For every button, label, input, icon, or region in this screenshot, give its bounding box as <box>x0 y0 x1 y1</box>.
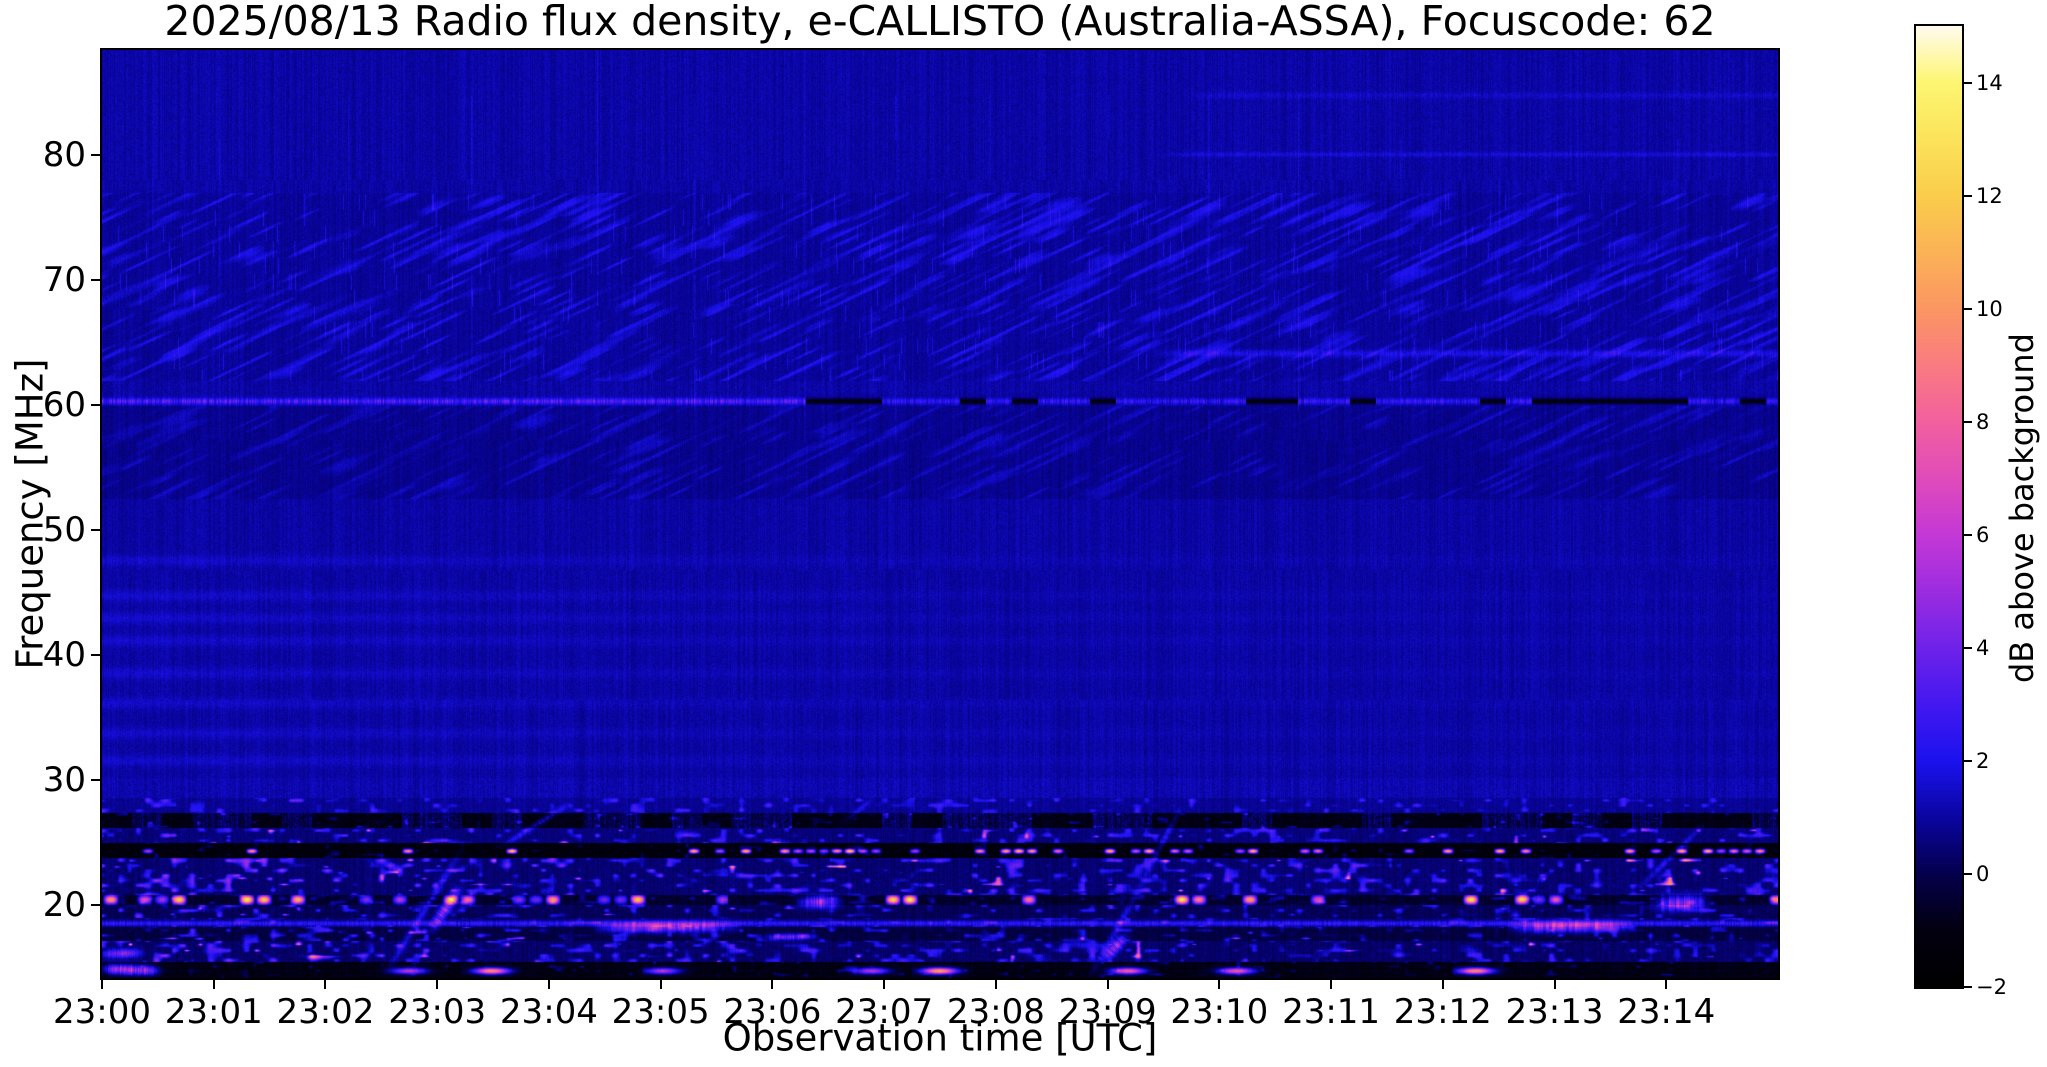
x-tick-label: 23:07 <box>835 992 934 1032</box>
y-tick-label: 60 <box>42 385 86 426</box>
y-tick <box>91 904 102 907</box>
y-tick <box>91 279 102 282</box>
x-tick-label: 23:08 <box>946 992 1045 1032</box>
x-tick-label: 23:02 <box>276 992 375 1032</box>
colorbar-tick <box>1962 194 1972 197</box>
x-tick <box>659 978 662 989</box>
plot-area: 23:00 23:01 23:02 23:03 23:04 23:05 23:06 23:07… <box>43 48 1780 1032</box>
y-tick-label: 30 <box>42 760 86 801</box>
y-tick <box>91 404 102 407</box>
x-tick <box>883 978 886 989</box>
colorbar-tick-label: 12 <box>1976 183 2003 208</box>
x-tick <box>1330 978 1333 989</box>
x-tick <box>771 978 774 989</box>
colorbar-tick-label: 4 <box>1976 635 1990 660</box>
x-tick-label: 23:05 <box>611 992 710 1032</box>
colorbar-tick <box>1962 420 1972 423</box>
colorbar-label: dB above background <box>2003 333 2041 683</box>
colorbar-tick <box>1962 986 1972 988</box>
spectrogram-canvas <box>102 50 1778 978</box>
x-tick-label: 23:12 <box>1393 992 1492 1032</box>
x-tick-label: 23:10 <box>1170 992 1269 1032</box>
y-tick <box>91 154 102 157</box>
colorbar-tick-label: 8 <box>1976 409 1990 434</box>
x-tick <box>1441 978 1444 989</box>
x-tick <box>324 978 327 989</box>
y-tick <box>91 654 102 657</box>
colorbar-tick-label: 10 <box>1976 296 2003 321</box>
x-tick-label: 23:04 <box>499 992 598 1032</box>
x-tick <box>1106 978 1109 989</box>
y-tick-label: 40 <box>42 635 86 676</box>
x-tick <box>101 978 103 989</box>
x-tick <box>547 978 550 989</box>
colorbar-tick-label: 0 <box>1976 861 1990 886</box>
colorbar: 14 12 10 8 6 4 2 0 −2 <box>1914 24 2007 999</box>
y-tick <box>91 779 102 782</box>
colorbar-tick <box>1962 646 1972 649</box>
x-tick <box>1218 978 1221 989</box>
x-tick-label: 23:03 <box>388 992 487 1032</box>
chart-title: 2025/08/13 Radio flux density, e-CALLIST… <box>164 0 1716 45</box>
colorbar-tick <box>1962 759 1972 762</box>
x-tick-label: 23:00 <box>53 992 151 1032</box>
colorbar-tick-label: 2 <box>1976 748 1990 773</box>
x-tick <box>436 978 439 989</box>
y-tick-label: 70 <box>42 260 86 301</box>
x-tick <box>1665 978 1668 989</box>
colorbar-tick-label: −2 <box>1976 975 2007 999</box>
colorbar-tick <box>1962 872 1972 875</box>
y-tick-label: 20 <box>42 885 86 926</box>
x-tick-label: 23:14 <box>1617 992 1716 1032</box>
x-tick-label: 23:11 <box>1282 992 1381 1032</box>
y-tick-label: 80 <box>42 135 86 176</box>
x-tick <box>212 978 215 989</box>
x-tick <box>1553 978 1556 989</box>
colorbar-tick-label: 14 <box>1976 70 2003 95</box>
x-axis-label: Observation time [UTC] <box>722 1016 1158 1060</box>
colorbar-tick <box>1962 533 1972 536</box>
x-tick-label: 23:01 <box>164 992 263 1032</box>
x-tick-label: 23:13 <box>1505 992 1604 1032</box>
colorbar-tick-label: 6 <box>1976 522 1990 547</box>
y-tick <box>91 529 102 532</box>
x-tick <box>994 978 997 989</box>
colorbar-tick <box>1962 81 1972 84</box>
y-tick-label: 50 <box>42 510 86 551</box>
x-tick-label: 23:06 <box>723 992 822 1032</box>
colorbar-gradient <box>1916 26 1962 987</box>
colorbar-tick <box>1962 307 1972 310</box>
x-tick-label: 23:09 <box>1058 992 1157 1032</box>
